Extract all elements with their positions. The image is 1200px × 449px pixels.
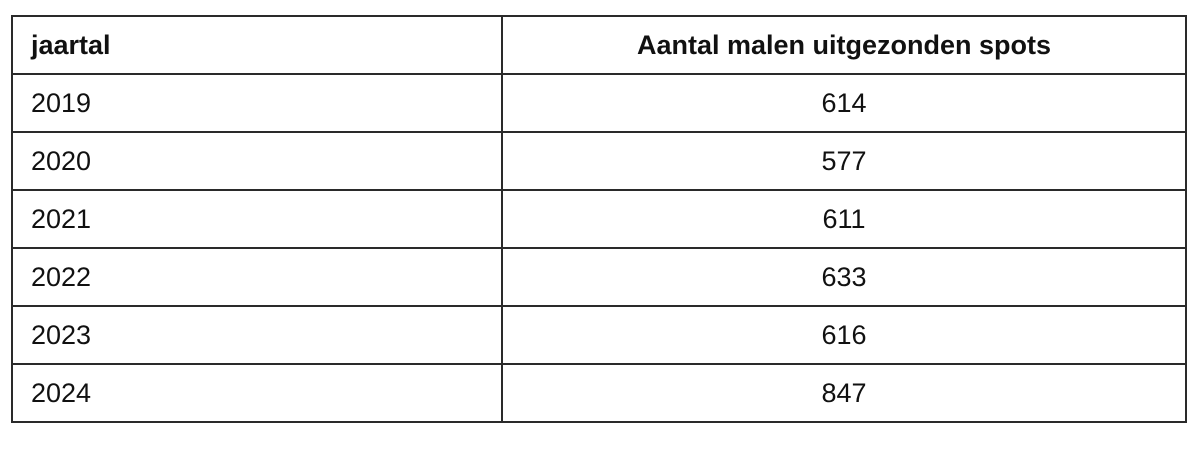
year-cell: 2022 — [11, 247, 503, 307]
year-cell: 2023 — [11, 305, 503, 365]
table-row: 2020 577 — [11, 131, 1187, 191]
table-row: 2019 614 — [11, 73, 1187, 133]
count-cell: 577 — [501, 131, 1187, 191]
header-row: jaartal Aantal malen uitgezonden spots — [11, 15, 1187, 75]
year-cell: 2021 — [11, 189, 503, 249]
header-year: jaartal — [11, 15, 503, 75]
table-row: 2022 633 — [11, 247, 1187, 307]
spots-table: jaartal Aantal malen uitgezonden spots 2… — [11, 15, 1187, 423]
year-cell: 2024 — [11, 363, 503, 423]
header-count: Aantal malen uitgezonden spots — [501, 15, 1187, 75]
count-cell: 614 — [501, 73, 1187, 133]
count-cell: 616 — [501, 305, 1187, 365]
count-cell: 847 — [501, 363, 1187, 423]
count-cell: 611 — [501, 189, 1187, 249]
year-cell: 2020 — [11, 131, 503, 191]
year-cell: 2019 — [11, 73, 503, 133]
table-row: 2024 847 — [11, 363, 1187, 423]
table-row: 2023 616 — [11, 305, 1187, 365]
table-row: 2021 611 — [11, 189, 1187, 249]
count-cell: 633 — [501, 247, 1187, 307]
